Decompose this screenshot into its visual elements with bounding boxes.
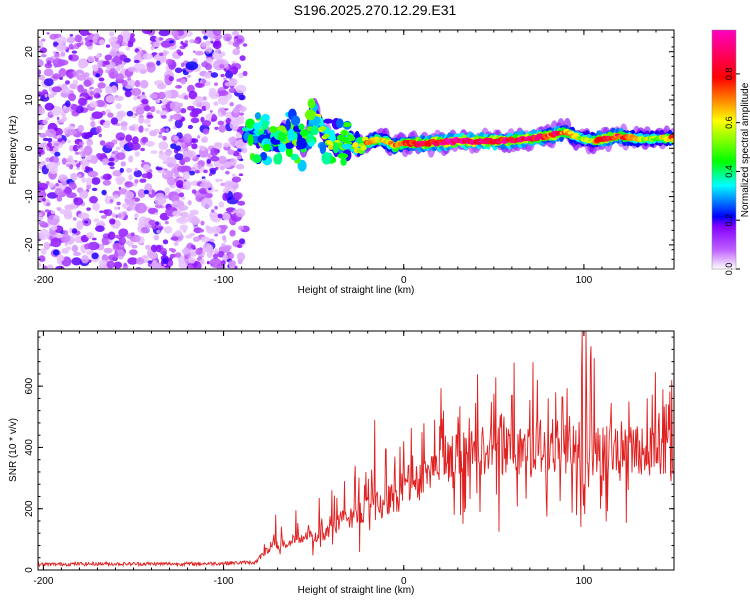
colorbar-gradient	[711, 29, 737, 270]
snr-plot-area	[38, 331, 674, 568]
colorbar-tick-label: 0.6	[724, 116, 734, 129]
colorbar-label: Normalized spectral amplitude	[740, 82, 750, 217]
noise-blobs	[38, 30, 250, 269]
spectrogram-y-tick-label: -10	[24, 189, 35, 204]
spectrogram-frame	[37, 29, 675, 270]
snr-x-tick-label: 100	[576, 576, 593, 587]
snr-y-ticks: 0 200 400 600	[24, 336, 674, 573]
spectrogram-x-tick-label: 100	[576, 275, 593, 286]
snr-y-tick-label: 0	[24, 567, 35, 573]
spectrogram-x-tick-label: -100	[214, 275, 234, 286]
snr-series-line	[38, 331, 674, 568]
spectrogram-x-tick-label: -200	[33, 275, 53, 286]
snr-y-tick-label: 600	[24, 377, 35, 394]
signal-track	[241, 97, 674, 172]
spectrogram-x-ticks: -200 -100 0 100	[33, 30, 675, 286]
snr-x-label: Height of straight line (km)	[298, 585, 415, 596]
spectrogram-x-tick-label: 0	[401, 275, 407, 286]
snr-x-tick-label: -200	[33, 576, 53, 587]
spectrogram-plot-area	[38, 30, 674, 269]
spectrogram-x-label: Height of straight line (km)	[298, 285, 415, 296]
colorbar: 0.0 0.2 0.4 0.6 0.8 Normalized spectral ampl…	[711, 29, 750, 276]
spectrogram-y-label: Frequency (Hz)	[8, 116, 19, 185]
colorbar-tick-label: 0.8	[724, 68, 734, 81]
spectrogram-y-tick-label: 0	[24, 145, 35, 151]
snr-y-label: SNR (10 * v/v)	[8, 418, 19, 482]
snr-x-ticks: -200 -100 0 100	[33, 331, 675, 587]
chart-title: S196.2025.270.12.29.E31	[293, 2, 457, 18]
colorbar-tick-label: 0.0	[724, 263, 734, 276]
snr-frame	[37, 330, 675, 571]
snr-x-tick-label: 0	[401, 576, 407, 587]
colorbar-tick-label: 0.4	[724, 165, 734, 178]
spectrogram-y-tick-label: 20	[24, 46, 35, 58]
snr-x-tick-label: -100	[214, 576, 234, 587]
snr-y-tick-label: 200	[24, 500, 35, 517]
colorbar-ticks: 0.0 0.2 0.4 0.6 0.8	[724, 68, 740, 276]
snr-y-tick-label: 400	[24, 439, 35, 456]
snr-panel: -200 -100 0 100 0 200 400 600 Height of straig…	[8, 330, 675, 596]
spectrogram-y-ticks: -20 -10 0 10 20	[24, 36, 674, 270]
spectrogram-y-tick-label: 10	[24, 94, 35, 106]
spectrogram-y-tick-label: -20	[24, 237, 35, 252]
colorbar-tick-label: 0.2	[724, 214, 734, 227]
